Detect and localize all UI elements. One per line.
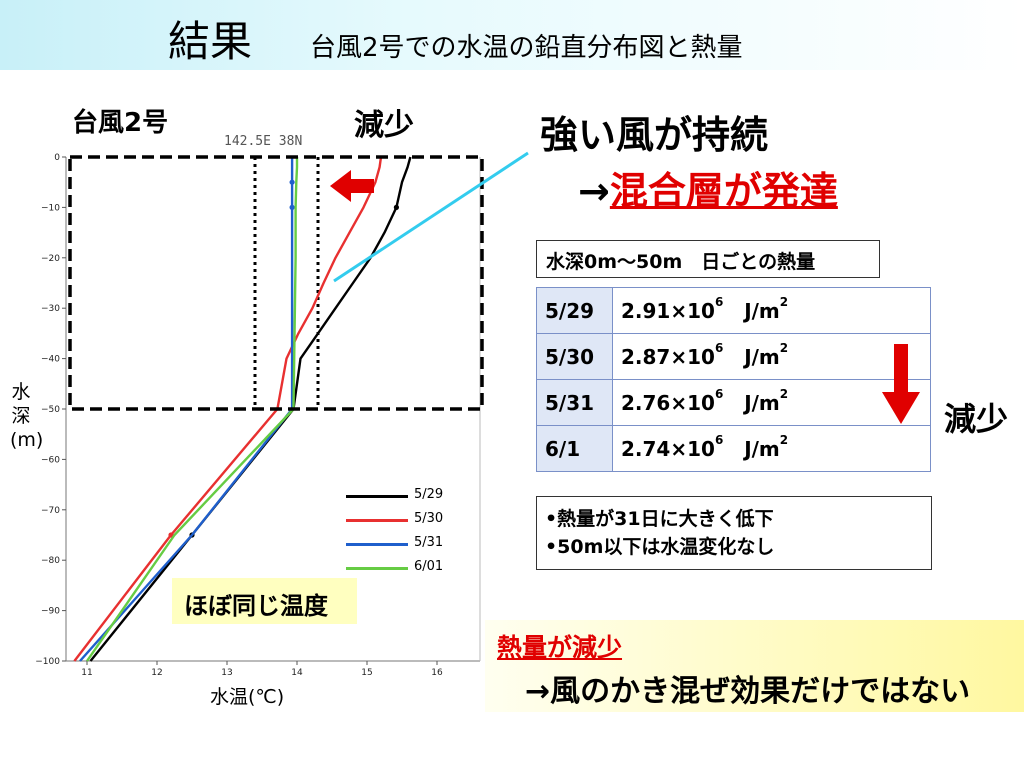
y-axis-label: 水深(m) <box>10 381 44 451</box>
note-item: •50m以下は水温変化なし <box>545 536 775 558</box>
y-tick-label: −50 <box>41 405 60 415</box>
x-tick-label: 14 <box>291 668 303 678</box>
y-tick-label: −40 <box>41 355 60 365</box>
heat-table: 5/29 2.91×106 J/m2 5/30 2.87×106 J/m2 5/… <box>536 287 931 472</box>
conclusion-line-2: →風のかき混ぜ効果だけではない <box>525 674 971 709</box>
table-cell-value: 2.87×106 J/m2 <box>612 333 931 380</box>
x-tick-label: 11 <box>81 668 92 678</box>
note-item: •熱量が31日に大きく低下 <box>545 508 774 530</box>
y-tick-label: −30 <box>41 304 60 314</box>
table-cell-date: 5/29 <box>536 287 613 334</box>
table-cell-value: 2.76×106 J/m2 <box>612 379 931 426</box>
typhoon-label: 台風2号 <box>72 108 169 138</box>
page-title: 結果 <box>168 17 253 66</box>
legend-item: 5/30 <box>346 510 466 530</box>
x-tick-label: 13 <box>221 668 232 678</box>
strong-wind-label: 強い風が持続 <box>540 113 769 157</box>
page-subtitle: 台風2号での水温の鉛直分布図と熱量 <box>310 33 743 63</box>
table-cell-value: 2.74×106 J/m2 <box>612 425 931 472</box>
table-cell-value: 2.91×106 J/m2 <box>612 287 931 334</box>
table-row: 5/29 2.91×106 J/m2 <box>536 287 931 334</box>
mixed-layer-text: 混合層が発達 <box>609 169 838 213</box>
notes-box: •熱量が31日に大きく低下 •50m以下は水温変化なし <box>536 496 932 570</box>
series-marker <box>393 204 399 210</box>
conclusion-line-1: 熱量が減少 <box>497 633 623 662</box>
y-tick-label: −100 <box>35 657 60 667</box>
legend-item: 5/31 <box>346 534 466 554</box>
down-arrow-icon <box>882 344 920 424</box>
legend-item: 5/29 <box>346 486 466 506</box>
y-tick-label: 0 <box>54 153 60 163</box>
series-line-5-31 <box>79 157 294 662</box>
x-tick-label: 16 <box>431 668 443 678</box>
table-row: 5/30 2.87×106 J/m2 <box>536 333 931 380</box>
heat-table-caption: 水深0m～50m 日ごとの熱量 <box>536 240 880 278</box>
x-axis-label: 水温(℃) <box>210 686 285 708</box>
legend-swatch <box>346 495 408 498</box>
legend-item: 6/01 <box>346 558 466 578</box>
legend-swatch <box>346 567 408 570</box>
legend-swatch <box>346 519 408 522</box>
series-line-6-01 <box>86 157 299 662</box>
connector-line <box>333 151 529 283</box>
table-cell-date: 6/1 <box>536 425 613 472</box>
y-tick-label: −80 <box>41 556 60 566</box>
decrease-label-right: 減少 <box>944 400 1009 438</box>
y-tick-label: −60 <box>41 455 60 465</box>
legend-label: 6/01 <box>414 559 444 574</box>
mixed-layer-box <box>68 155 484 411</box>
plot-location-label: 142.5E 38N <box>224 134 302 149</box>
table-row: 6/1 2.74×106 J/m2 <box>536 425 931 472</box>
legend-label: 5/31 <box>414 535 444 550</box>
table-row: 5/31 2.76×106 J/m2 <box>536 379 931 426</box>
decrease-label-top: 減少 <box>354 108 414 143</box>
arrow-icon: → <box>578 169 610 213</box>
table-cell-date: 5/30 <box>536 333 613 380</box>
x-tick-label: 15 <box>361 668 372 678</box>
table-cell-date: 5/31 <box>536 379 613 426</box>
left-arrow-icon <box>330 170 374 202</box>
x-tick-label: 12 <box>151 668 162 678</box>
y-tick-label: −10 <box>41 203 60 213</box>
legend-swatch <box>346 543 408 546</box>
y-tick-label: −20 <box>41 254 60 264</box>
legend-label: 5/30 <box>414 511 444 526</box>
conclusion-box: 熱量が減少 →風のかき混ぜ効果だけではない <box>485 620 1024 712</box>
y-tick-label: −70 <box>41 506 60 516</box>
same-temperature-label: ほぼ同じ温度 <box>172 578 357 624</box>
title-bar: 結果 台風2号での水温の鉛直分布図と熱量 <box>0 0 1024 70</box>
series-marker <box>289 179 295 185</box>
legend-label: 5/29 <box>414 487 444 502</box>
series-marker <box>289 204 295 210</box>
y-tick-label: −90 <box>41 607 60 617</box>
mixed-layer-label: →混合層が発達 <box>578 160 838 215</box>
